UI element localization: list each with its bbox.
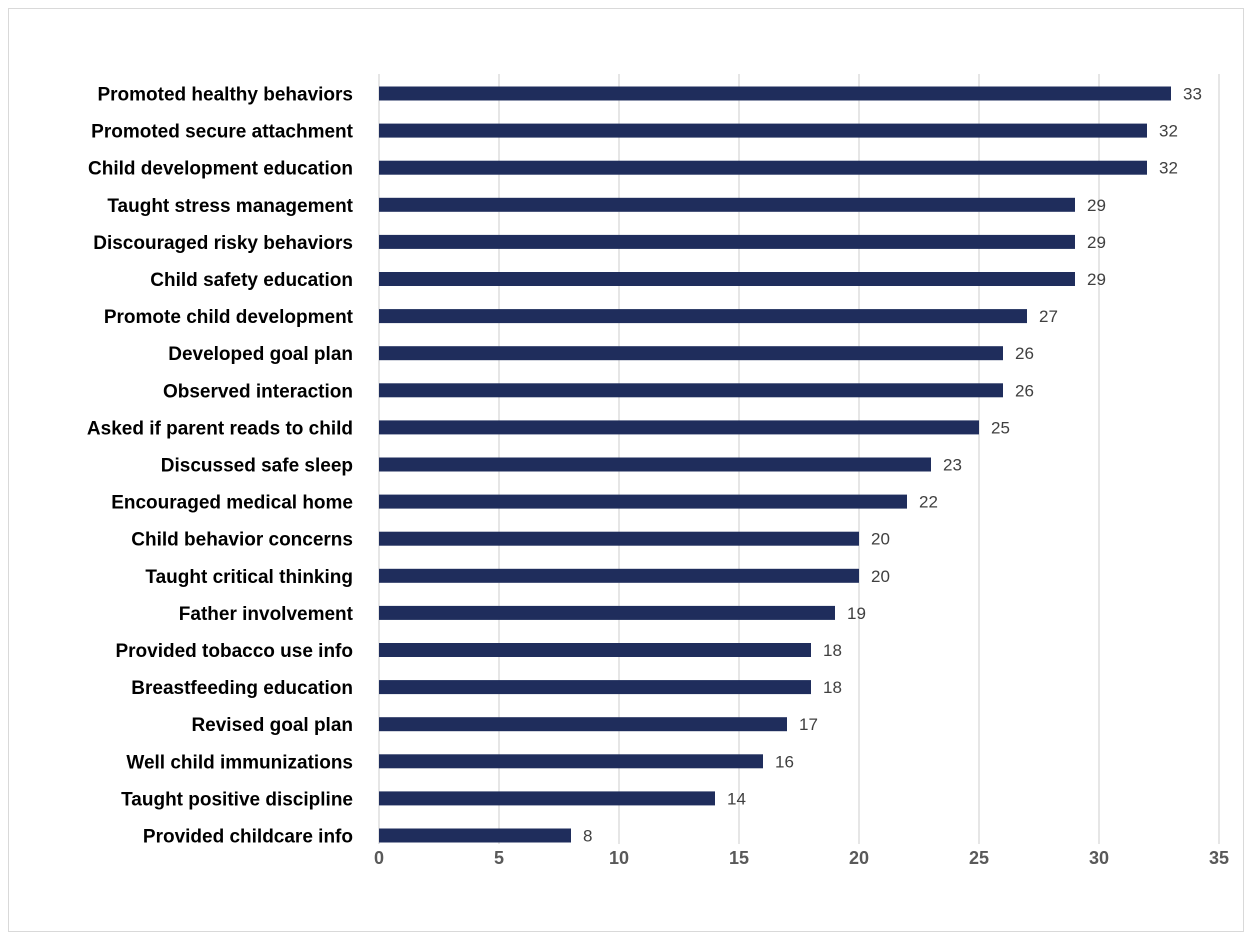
data-labels: 33 32 32 29 29 29 27 26 26 25 23 22 20 20 19 18 18 17 16 14… bbox=[583, 85, 1202, 846]
x-tick-label: 10 bbox=[609, 848, 629, 868]
data-label: 14 bbox=[727, 789, 746, 808]
category-label: Encouraged medical home bbox=[111, 493, 353, 514]
data-label: 8 bbox=[583, 827, 592, 846]
x-tick-label: 30 bbox=[1089, 848, 1109, 868]
data-label: 33 bbox=[1183, 85, 1202, 104]
data-label: 17 bbox=[799, 715, 818, 734]
chart-frame: 33 32 32 29 29 29 27 26 26 25 23 22 20 20 19 18 18 17 16 14… bbox=[8, 8, 1244, 932]
bar bbox=[379, 828, 571, 843]
bar bbox=[379, 383, 1003, 398]
bar bbox=[379, 457, 931, 472]
data-label: 16 bbox=[775, 752, 794, 771]
data-label: 19 bbox=[847, 604, 866, 623]
data-label: 23 bbox=[943, 456, 962, 475]
data-label: 18 bbox=[823, 641, 842, 660]
data-label: 29 bbox=[1087, 233, 1106, 252]
data-label: 29 bbox=[1087, 196, 1106, 215]
category-label: Promoted healthy behaviors bbox=[97, 85, 353, 106]
x-tick-label: 20 bbox=[849, 848, 869, 868]
data-label: 18 bbox=[823, 678, 842, 697]
bar bbox=[379, 86, 1171, 101]
data-label: 26 bbox=[1015, 344, 1034, 363]
category-label: Taught stress management bbox=[107, 196, 353, 217]
category-label: Child behavior concerns bbox=[131, 530, 353, 551]
category-label: Developed goal plan bbox=[168, 344, 353, 365]
bar bbox=[379, 160, 1147, 175]
bar bbox=[379, 309, 1027, 324]
category-label: Asked if parent reads to child bbox=[87, 418, 353, 439]
bar bbox=[379, 197, 1075, 212]
bar bbox=[379, 234, 1075, 249]
bar bbox=[379, 717, 787, 732]
bar bbox=[379, 605, 835, 620]
bar bbox=[379, 791, 715, 806]
category-label: Father involvement bbox=[179, 604, 354, 625]
data-label: 32 bbox=[1159, 122, 1178, 141]
data-label: 22 bbox=[919, 493, 938, 512]
category-label: Discouraged risky behaviors bbox=[93, 233, 353, 254]
data-label: 20 bbox=[871, 530, 890, 549]
x-axis-tick-labels: 0 5 10 15 20 25 30 35 bbox=[374, 848, 1229, 868]
bar bbox=[379, 420, 979, 435]
category-label: Provided tobacco use info bbox=[115, 641, 353, 662]
category-label: Child safety education bbox=[150, 270, 353, 291]
category-label: Well child immunizations bbox=[126, 752, 353, 773]
bar bbox=[379, 568, 859, 583]
bars bbox=[379, 86, 1171, 843]
data-label: 29 bbox=[1087, 270, 1106, 289]
bar bbox=[379, 531, 859, 546]
x-tick-label: 15 bbox=[729, 848, 749, 868]
data-label: 32 bbox=[1159, 159, 1178, 178]
category-label: Provided childcare info bbox=[143, 827, 353, 848]
category-label: Revised goal plan bbox=[191, 715, 353, 736]
x-tick-label: 0 bbox=[374, 848, 384, 868]
category-label: Breastfeeding education bbox=[131, 678, 353, 699]
bar bbox=[379, 346, 1003, 361]
category-label: Promoted secure attachment bbox=[91, 122, 354, 143]
bar bbox=[379, 123, 1147, 138]
x-tick-label: 5 bbox=[494, 848, 504, 868]
category-labels: Promoted healthy behaviors Promoted secur… bbox=[87, 85, 354, 848]
data-label: 26 bbox=[1015, 381, 1034, 400]
category-label: Discussed safe sleep bbox=[161, 456, 353, 477]
data-label: 27 bbox=[1039, 307, 1058, 326]
category-label: Taught critical thinking bbox=[145, 567, 353, 588]
bar bbox=[379, 680, 811, 695]
category-label: Observed interaction bbox=[163, 381, 353, 402]
bar bbox=[379, 494, 907, 509]
x-tick-label: 35 bbox=[1209, 848, 1229, 868]
bar bbox=[379, 643, 811, 657]
category-label: Child development education bbox=[88, 159, 353, 180]
data-label: 25 bbox=[991, 418, 1010, 437]
bar-chart: 33 32 32 29 29 29 27 26 26 25 23 22 20 20 19 18 18 17 16 14… bbox=[87, 74, 1229, 868]
category-label: Taught positive discipline bbox=[121, 789, 353, 810]
bar bbox=[379, 754, 763, 769]
bar bbox=[379, 272, 1075, 286]
category-label: Promote child development bbox=[104, 307, 354, 328]
x-tick-label: 25 bbox=[969, 848, 989, 868]
data-label: 20 bbox=[871, 567, 890, 586]
